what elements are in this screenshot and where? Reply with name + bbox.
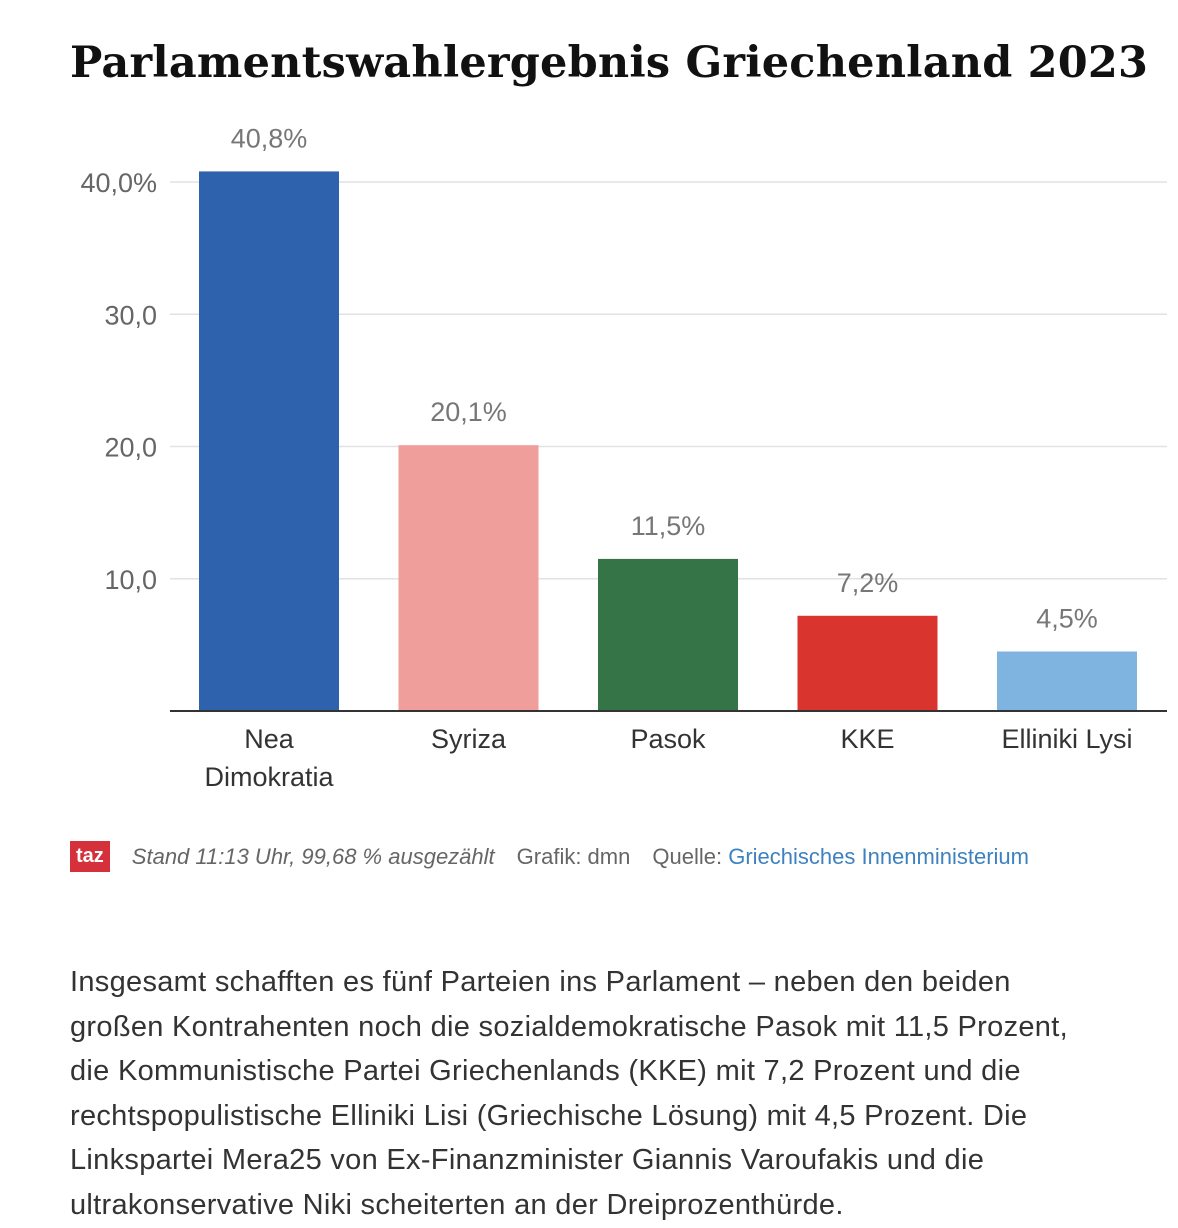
data-label: 4,5% <box>1036 603 1098 633</box>
status-text: Stand 11:13 Uhr, 99,68 % ausgezählt <box>131 843 495 869</box>
bar <box>398 445 539 711</box>
data-label: 40,8% <box>231 123 308 153</box>
data-label: 20,1% <box>430 397 507 427</box>
data-label: 11,5% <box>631 511 706 541</box>
bar-chart: 10,0 20,0 30,0 40,0% 40,8% Nea Dimokratia 20,1%… <box>80 123 1167 792</box>
x-tick-label: Elliniki Lysi <box>1001 724 1132 754</box>
x-tick-label: Nea <box>244 724 295 754</box>
article-line: Linkspartei Mera25 von Ex-Finanzminister… <box>70 1144 985 1177</box>
x-tick-label: Syriza <box>431 724 507 754</box>
y-tick-label: 40,0% <box>80 168 157 198</box>
article-line: großen Kontrahenten noch die sozialdemok… <box>70 1010 1068 1043</box>
article-paragraph: Insgesamt schafften es fünf Parteien ins… <box>70 960 1068 1228</box>
article-line: ultrakonservative Niki scheiterten an de… <box>70 1188 844 1221</box>
x-tick-label: KKE <box>840 724 894 754</box>
y-tick-label: 20,0 <box>104 433 157 463</box>
source-label: Quelle: <box>652 843 723 869</box>
article-line: die Kommunistische Partei Griechenlands … <box>70 1055 1021 1088</box>
bar <box>199 171 339 712</box>
y-tick-label: 30,0 <box>104 300 157 330</box>
article-line: Insgesamt schafften es fünf Parteien ins… <box>70 966 1011 998</box>
graphic-credit: Grafik: dmn <box>516 843 631 869</box>
article-line: rechtspopulistische Elliniki Lisi (Griec… <box>70 1099 1028 1132</box>
x-tick-label: Pasok <box>630 724 706 754</box>
bar <box>797 615 938 711</box>
bar <box>997 651 1137 711</box>
chart-title: Parlamentswahlergebnis Griechenland 2023 <box>70 38 1149 88</box>
data-label: 7,2% <box>837 568 899 598</box>
bar <box>598 558 738 711</box>
x-tick-label: Dimokratia <box>204 762 334 792</box>
taz-logo: taz <box>70 841 110 872</box>
source-link[interactable]: Griechisches Innenministerium <box>728 843 1029 869</box>
y-tick-label: 10,0 <box>104 565 157 595</box>
chart-footer: taz Stand 11:13 Uhr, 99,68 % ausgezählt … <box>70 840 1029 873</box>
